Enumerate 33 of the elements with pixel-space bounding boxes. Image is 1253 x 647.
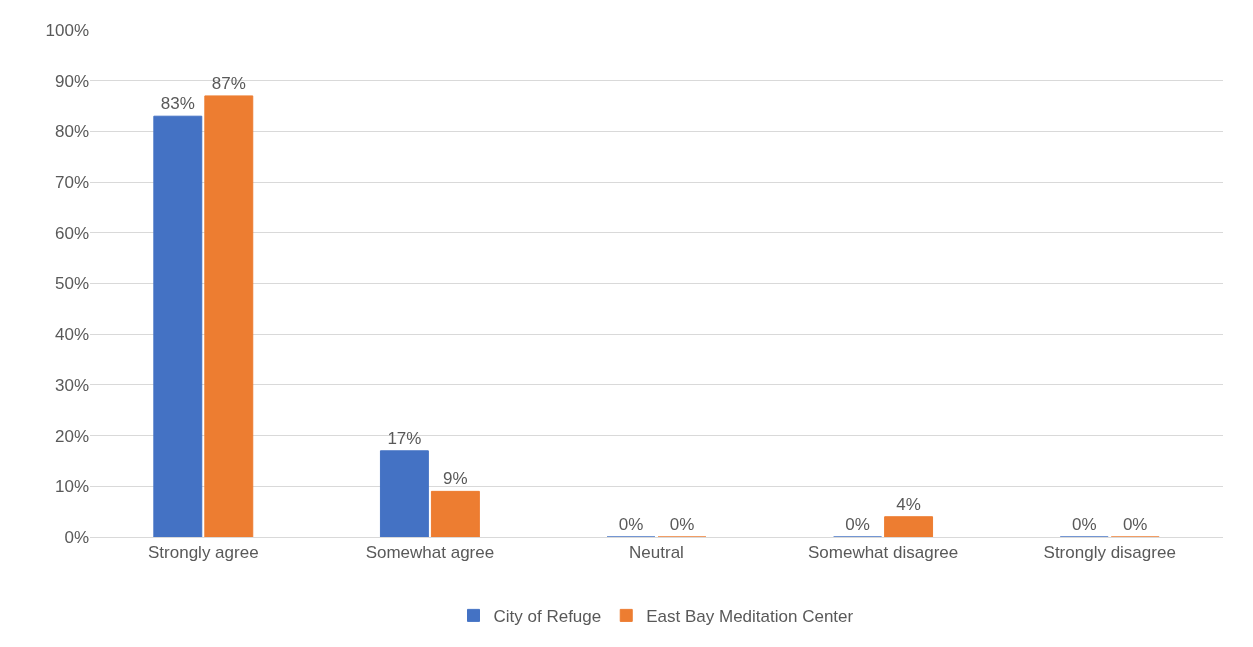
y-tick-label: 60% bbox=[54, 223, 89, 243]
y-tick-label: 80% bbox=[54, 122, 89, 142]
legend-label: East Bay Meditation Center bbox=[646, 607, 854, 627]
x-tick-label: Somewhat disagree bbox=[807, 543, 959, 563]
x-tick-label: Strongly disagree bbox=[1043, 543, 1176, 563]
y-tick-label: 20% bbox=[54, 426, 89, 446]
data-label: 0% bbox=[618, 515, 644, 534]
x-tick-label: Somewhat agree bbox=[365, 543, 495, 563]
bar bbox=[153, 115, 203, 537]
x-tick-label: Neutral bbox=[629, 543, 684, 563]
y-tick-label: 50% bbox=[54, 274, 89, 294]
y-tick-label: 0% bbox=[64, 527, 89, 547]
data-label: 83% bbox=[160, 94, 195, 114]
data-label: 9% bbox=[443, 469, 468, 489]
data-label: 4% bbox=[896, 494, 921, 514]
y-tick-label: 70% bbox=[54, 173, 89, 193]
data-label: 0% bbox=[669, 515, 695, 534]
bar bbox=[430, 490, 480, 537]
y-tick-label: 40% bbox=[54, 325, 89, 345]
data-label: 0% bbox=[845, 515, 870, 534]
bar bbox=[379, 450, 429, 537]
data-label: 0% bbox=[1122, 515, 1148, 534]
data-label: 17% bbox=[387, 428, 422, 448]
x-tick-label: Strongly agree bbox=[148, 543, 259, 563]
data-label: 0% bbox=[1071, 515, 1097, 534]
y-tick-label: 90% bbox=[54, 71, 89, 91]
y-tick-label: 30% bbox=[54, 375, 89, 395]
y-tick-label: 100% bbox=[45, 20, 89, 40]
y-tick-label: 10% bbox=[54, 477, 89, 497]
bar bbox=[204, 95, 254, 537]
bar bbox=[884, 516, 934, 537]
legend-label: City of Refuge bbox=[493, 607, 602, 627]
data-label: 87% bbox=[211, 73, 246, 93]
